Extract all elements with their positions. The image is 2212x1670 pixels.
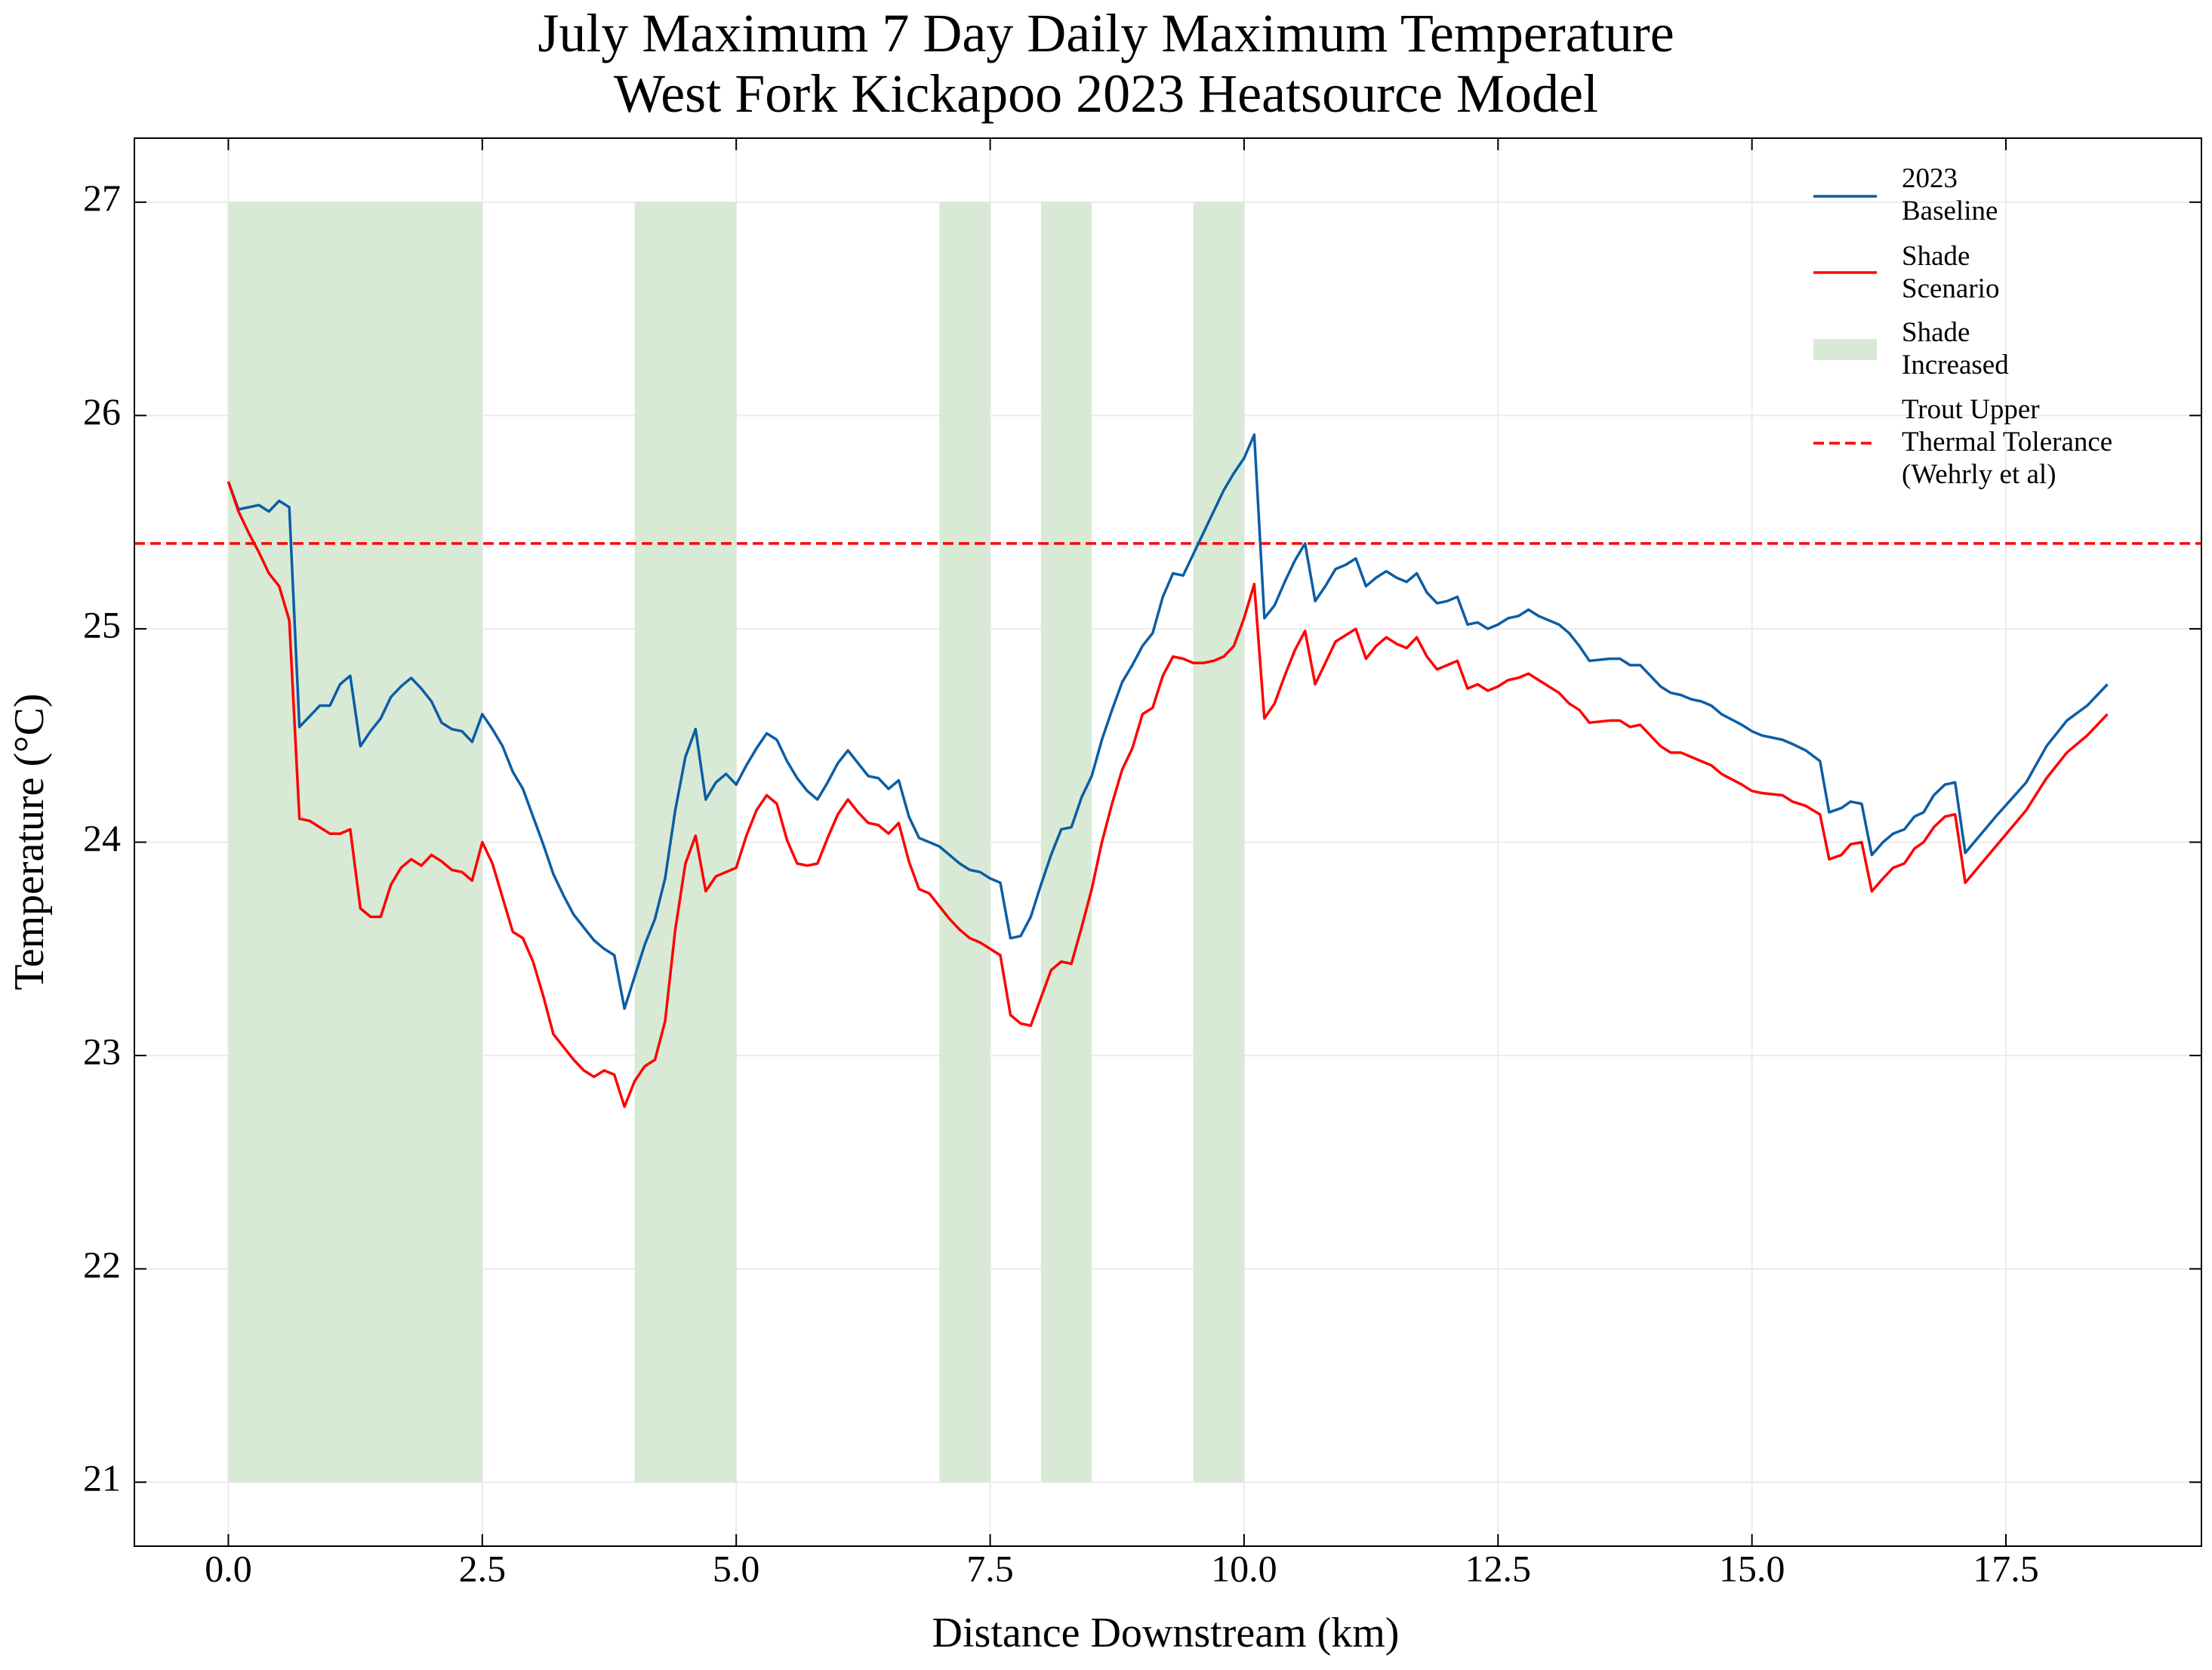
shade-span <box>228 202 482 1483</box>
series-line <box>226 481 2109 1108</box>
series-line <box>226 433 2109 1010</box>
y-axis-label: Temperature (°C) <box>6 693 53 990</box>
y-tick-label: 24 <box>83 817 121 859</box>
x-tick-label: 2.5 <box>459 1547 507 1589</box>
x-tick-label: 0.0 <box>205 1547 252 1589</box>
shade-span <box>1193 202 1244 1483</box>
x-tick-label: 5.0 <box>713 1547 760 1589</box>
legend-label: Shade Scenario <box>1902 241 2000 304</box>
shade-span <box>939 202 990 1483</box>
y-tick-label: 22 <box>83 1243 121 1286</box>
x-axis-label: Distance Downstream (km) <box>932 1610 1400 1656</box>
legend-label: 2023 Baseline <box>1902 163 1998 226</box>
shade-span <box>634 202 737 1483</box>
legend-key <box>1813 339 1877 360</box>
x-tick-label: 7.5 <box>966 1547 1014 1589</box>
legend-label: Trout Upper Thermal Tolerance (Wehrly et… <box>1902 394 2113 490</box>
legend-label: Shade Increased <box>1902 317 2009 381</box>
x-tick-label: 10.0 <box>1211 1547 1277 1589</box>
y-tick-label: 27 <box>83 177 121 219</box>
y-tick-label: 21 <box>83 1457 121 1499</box>
y-tick-label: 26 <box>83 390 121 433</box>
x-tick-label: 15.0 <box>1719 1547 1785 1589</box>
y-tick-label: 23 <box>83 1031 121 1073</box>
x-tick-label: 12.5 <box>1465 1547 1532 1589</box>
y-tick-label: 25 <box>83 603 121 646</box>
chart-title: July Maximum 7 Day Daily Maximum Tempera… <box>538 3 1674 124</box>
shade-span <box>1040 202 1092 1483</box>
x-tick-label: 17.5 <box>1973 1547 2039 1589</box>
